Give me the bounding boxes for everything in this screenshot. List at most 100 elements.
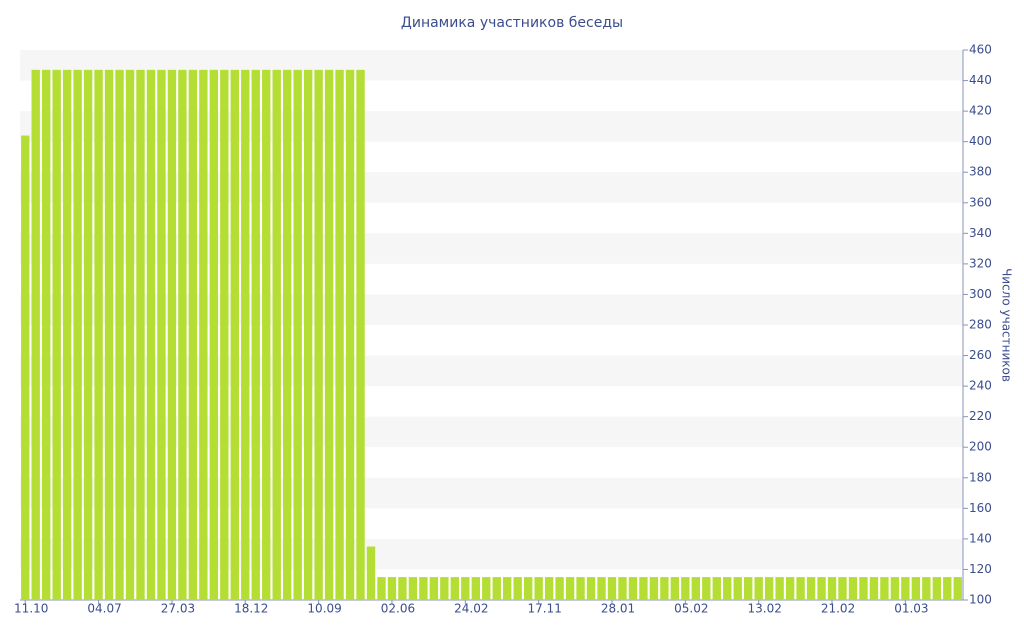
bar [209, 69, 219, 601]
bar [953, 577, 962, 600]
bar [125, 69, 135, 601]
bar [482, 577, 491, 600]
bar [880, 577, 889, 600]
y-tick-label: 200 [969, 440, 992, 454]
bar [586, 577, 596, 600]
bar [712, 577, 721, 600]
bar [471, 577, 480, 600]
bar [806, 577, 816, 600]
bar [146, 69, 156, 601]
bar [628, 577, 638, 600]
bar [911, 577, 921, 600]
bar [702, 577, 711, 600]
bar [335, 69, 344, 601]
bar [555, 577, 564, 600]
bar [649, 577, 659, 600]
bar [597, 577, 606, 600]
bar [251, 69, 260, 601]
bar [429, 577, 439, 600]
bar [450, 577, 460, 600]
bar [31, 69, 40, 601]
bar [398, 577, 407, 600]
x-tick-label: 05.02 [674, 602, 708, 616]
bar [345, 69, 355, 601]
bar [513, 577, 522, 600]
y-axis-label: Число участников [1000, 268, 1014, 382]
bar [670, 577, 680, 600]
bar [282, 69, 292, 601]
bar [796, 577, 805, 600]
y-tick-label: 420 [969, 104, 992, 118]
bar [272, 69, 281, 601]
bar [681, 577, 690, 600]
bar [932, 577, 941, 600]
bar [754, 577, 763, 600]
bar [890, 577, 900, 600]
x-tick-label: 18.12 [234, 602, 268, 616]
bar [220, 69, 229, 601]
bar [817, 577, 826, 600]
y-tick-label: 320 [969, 256, 992, 270]
grid-band [20, 477, 963, 509]
x-tick-label: 02.06 [381, 602, 415, 616]
grid-band [20, 172, 963, 203]
bar [838, 577, 847, 600]
y-tick-label: 400 [969, 134, 992, 148]
y-tick-label: 440 [969, 73, 992, 87]
bar [691, 577, 701, 600]
grid-band [20, 233, 963, 264]
bar [492, 577, 501, 600]
bar [639, 577, 648, 600]
bar [21, 135, 30, 601]
y-tick-label: 180 [969, 470, 992, 484]
bar [324, 69, 334, 601]
bar [377, 577, 386, 600]
bar [42, 69, 51, 601]
bar [534, 577, 543, 600]
x-tick-label: 17.11 [527, 602, 561, 616]
bar [618, 577, 627, 600]
bar [387, 577, 397, 600]
y-tick-label: 160 [969, 501, 992, 515]
bar [544, 577, 554, 600]
y-tick-label: 460 [969, 43, 992, 57]
bar [859, 577, 868, 600]
bar [62, 69, 72, 601]
y-tick-label: 120 [969, 562, 992, 576]
grid-band [20, 50, 963, 81]
bar [869, 577, 879, 600]
bar [764, 577, 774, 600]
bar [230, 69, 239, 601]
grid-band [20, 416, 963, 448]
bar [366, 546, 376, 600]
y-tick-label: 260 [969, 348, 992, 362]
bar [922, 577, 931, 600]
y-tick-label: 380 [969, 165, 992, 179]
y-tick-label: 220 [969, 409, 992, 423]
bar [94, 69, 103, 601]
bar [293, 69, 302, 601]
bar [199, 69, 208, 601]
y-tick-label: 140 [969, 531, 992, 545]
bar [188, 69, 198, 601]
chart-title: Динамика участников беседы [401, 15, 623, 31]
bar [565, 577, 575, 600]
bar [303, 69, 313, 601]
grid-band [20, 111, 963, 142]
bar [314, 69, 323, 601]
x-tick-label: 28.01 [601, 602, 635, 616]
bar [408, 577, 418, 600]
y-tick-label: 100 [969, 593, 992, 607]
bar [733, 577, 742, 600]
bar [576, 577, 585, 600]
bar [827, 577, 837, 600]
x-tick-label: 04.07 [87, 602, 121, 616]
bar [943, 577, 952, 600]
bar [104, 69, 114, 601]
bar [157, 69, 166, 601]
bar [167, 69, 177, 601]
bar [115, 69, 124, 601]
bar [241, 69, 250, 601]
x-tick-label: 24.02 [454, 602, 488, 616]
